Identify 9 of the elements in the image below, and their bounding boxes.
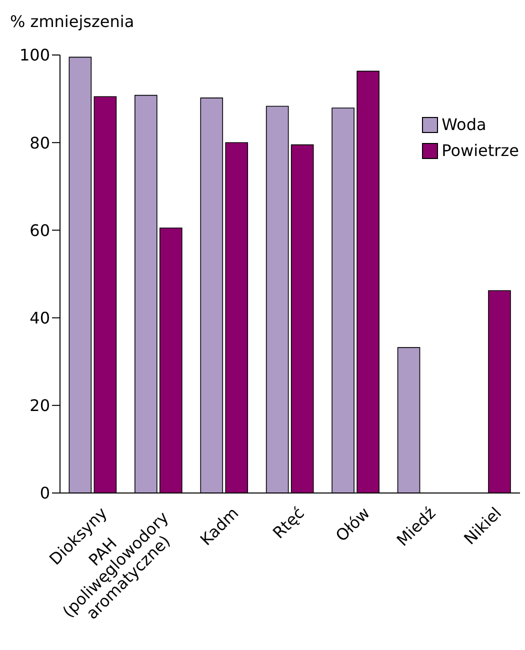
y-tick-label: 0 xyxy=(40,484,50,503)
y-tick-label: 20 xyxy=(30,396,50,416)
y-tick-label: 60 xyxy=(30,220,50,240)
y-tick-label: 80 xyxy=(30,133,50,152)
y-tick-label: 40 xyxy=(30,308,50,328)
y-tick-label: 100 xyxy=(19,46,50,65)
y-axis-title: % zmniejszenia xyxy=(10,12,134,31)
legend-label: Woda xyxy=(442,114,486,136)
legend-label: Powietrze xyxy=(442,140,519,162)
